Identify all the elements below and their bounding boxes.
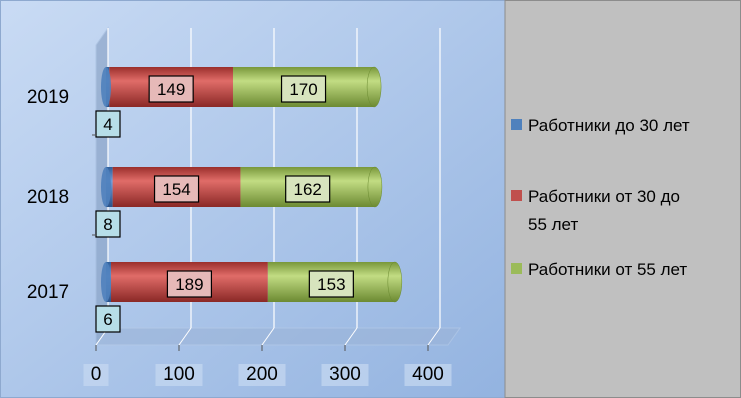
data-label: 8 [103, 215, 112, 234]
bar-start-cap [101, 167, 111, 207]
data-label: 149 [157, 80, 185, 99]
y-tick-label: 2019 [27, 87, 69, 108]
data-label-box [148, 75, 194, 103]
x-tick-label: 200 [246, 364, 278, 385]
x-tick-highlight [238, 364, 286, 386]
data-label: 189 [175, 275, 203, 294]
y-tick-label: 2018 [27, 187, 69, 208]
bar-start-cap [101, 262, 111, 302]
floor-gridline [178, 327, 192, 346]
bar-end-cap [387, 261, 403, 303]
data-label: 153 [317, 275, 345, 294]
legend-area [504, 0, 741, 398]
data-label: 6 [103, 310, 112, 329]
x-tick-label: 0 [91, 364, 102, 385]
legend-swatch [511, 263, 522, 274]
data-label-box [280, 75, 327, 103]
data-labels: 6 189 153 8 154 162 4 149 170 [95, 75, 354, 333]
data-label-box [95, 210, 121, 238]
legend-swatch [511, 119, 522, 130]
data-label: 162 [294, 180, 322, 199]
legend-label: Работники до 30 лет [528, 116, 690, 135]
bar-start-cap [101, 67, 111, 107]
data-label: 154 [162, 180, 190, 199]
x-tick-label: 300 [329, 364, 361, 385]
floor-gridline [427, 327, 441, 346]
x-tick-label: 400 [412, 364, 444, 385]
bar-end-cap [366, 66, 382, 108]
data-label-box [166, 270, 213, 298]
data-label: 170 [289, 80, 317, 99]
data-label-box [153, 175, 200, 203]
axis-labels: 2017 2018 2019 0 100 200 300 400 [27, 87, 452, 386]
floor-gridline [261, 327, 275, 346]
data-label: 4 [103, 115, 112, 134]
data-label-box [95, 110, 121, 138]
legend-swatch [511, 190, 522, 201]
legend-label: Работники от 30 до 55 лет [528, 187, 680, 234]
data-label-box [285, 175, 331, 203]
x-tick-highlight [321, 364, 369, 386]
data-label-box [95, 305, 121, 333]
legend: Работники до 30 лет Работники от 30 до 55 … [511, 116, 690, 279]
x-tick-label: 100 [163, 364, 195, 385]
x-tick-highlight [155, 364, 203, 386]
bars [101, 66, 403, 303]
floor-gridline [344, 327, 358, 346]
legend-label: Работники от 55 лет [528, 260, 687, 279]
y-tick-label: 2017 [27, 282, 69, 303]
bar-end-cap [367, 166, 383, 208]
floor [95, 327, 461, 346]
x-tick-highlight [404, 364, 452, 386]
data-label-box [308, 270, 354, 298]
x-tick-highlight [83, 364, 109, 386]
